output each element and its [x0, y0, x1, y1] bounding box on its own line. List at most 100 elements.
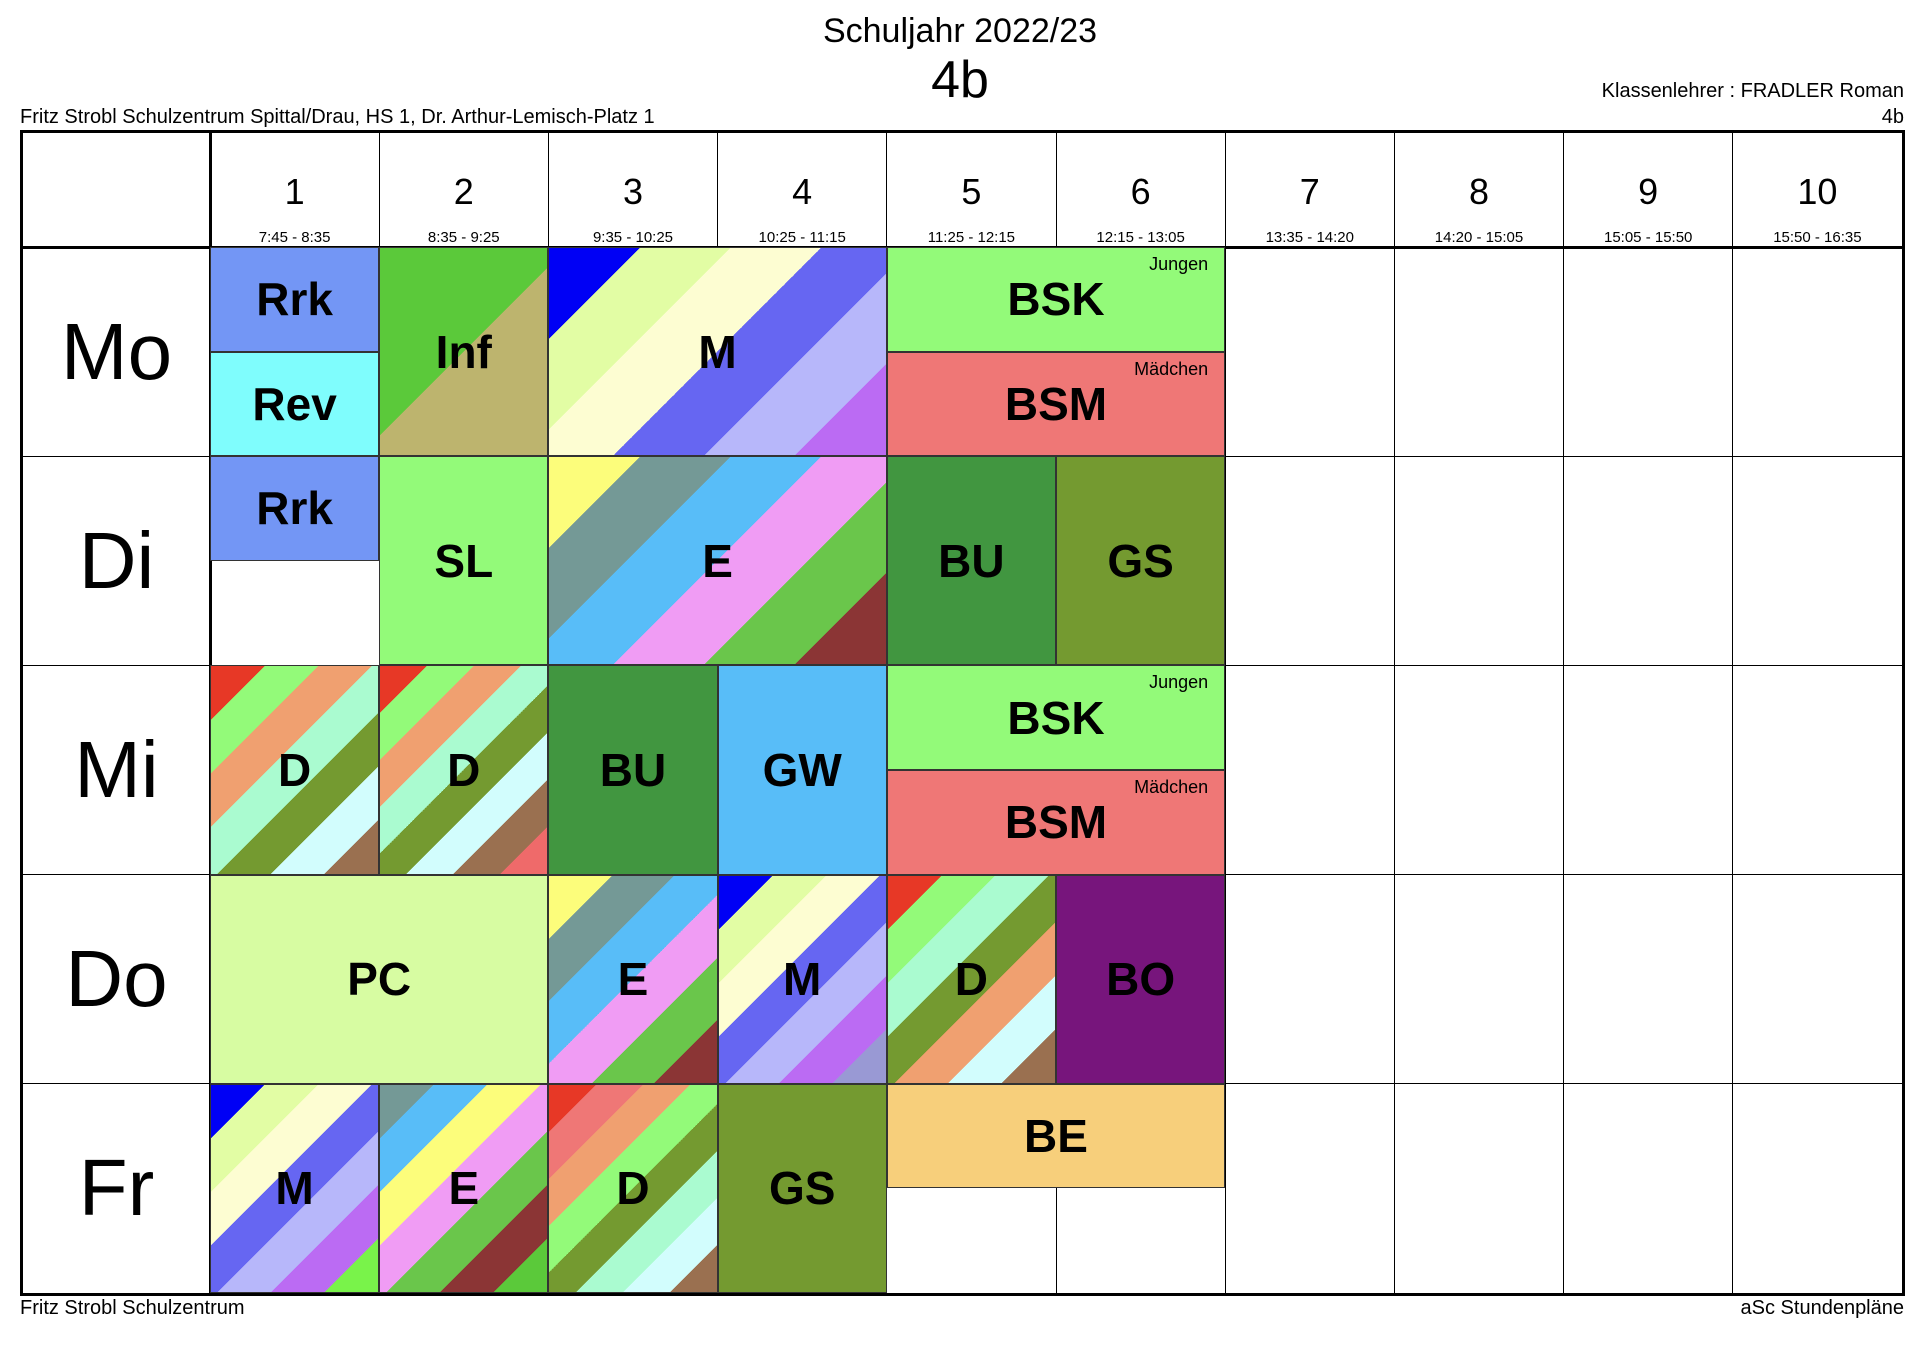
period-header: 2 8:35 - 9:25: [379, 133, 548, 247]
lesson-m[interactable]: M: [210, 1083, 380, 1293]
lesson-subject: BU: [938, 534, 1005, 587]
period-time: 12:15 - 13:05: [1096, 229, 1185, 246]
lesson-sl[interactable]: SL: [379, 456, 549, 666]
period-time: 15:05 - 15:50: [1603, 229, 1693, 246]
lesson-d[interactable]: D: [379, 665, 549, 875]
period-header: 4 10:25 - 11:15: [718, 133, 887, 247]
period-number: 6: [1130, 171, 1151, 212]
class-title: 4b: [931, 51, 989, 109]
lesson-be[interactable]: BE: [886, 1083, 1226, 1189]
period-time: 9:35 - 10:25: [592, 229, 674, 246]
class-teacher: Klassenlehrer : FRADLER Roman: [1601, 80, 1904, 102]
period-time: 14:20 - 15:05: [1434, 229, 1524, 246]
lesson-subject: M: [275, 1162, 314, 1215]
lesson-subject: BSK: [1007, 273, 1105, 326]
lesson-d[interactable]: D: [210, 665, 380, 875]
period-number: 3: [622, 171, 643, 212]
lesson-gs[interactable]: GS: [1056, 456, 1226, 666]
column-divider: [1224, 133, 1226, 1293]
lesson-bsk[interactable]: BSK Jungen: [886, 247, 1226, 352]
period-number: 4: [792, 171, 813, 212]
lesson-e[interactable]: E: [548, 874, 718, 1084]
period-number: 5: [961, 171, 982, 212]
lesson-subject: E: [617, 953, 649, 1006]
lesson-subject: D: [447, 743, 481, 796]
lesson-bsk[interactable]: BSK Jungen: [886, 665, 1226, 770]
period-time: 11:25 - 12:15: [927, 229, 1016, 246]
lesson-subject: GS: [1107, 534, 1174, 587]
lesson-d[interactable]: D: [886, 874, 1056, 1084]
period-number: 10: [1797, 171, 1838, 212]
lesson-subject: Rrk: [256, 273, 333, 326]
lesson-bo[interactable]: BO: [1056, 874, 1226, 1084]
lesson-subject: BSM: [1004, 796, 1108, 849]
day-label-mo: Mo: [60, 306, 173, 396]
lesson-subject: M: [783, 953, 822, 1006]
day-label-di: Di: [78, 515, 155, 605]
lesson-d[interactable]: D: [548, 1083, 718, 1293]
lesson-subject: GS: [768, 1162, 836, 1215]
period-number: 7: [1299, 171, 1320, 212]
lesson-subject: D: [954, 953, 988, 1006]
day-label-do: Do: [65, 934, 168, 1024]
lesson-group-tag: Mädchen: [1134, 777, 1209, 797]
lesson-group-tag: Jungen: [1149, 672, 1209, 693]
column-divider: [1563, 133, 1565, 1293]
footer-school: Fritz Strobl Schulzentrum: [20, 1297, 245, 1319]
period-time: 15:50 - 16:35: [1773, 229, 1862, 246]
lesson-subject: BU: [599, 743, 667, 796]
period-header: 10 15:50 - 16:35: [1733, 133, 1902, 247]
lesson-subject: BE: [1024, 1110, 1088, 1163]
lesson-bsm[interactable]: BSM Mädchen: [886, 770, 1226, 875]
lesson-m[interactable]: M: [717, 874, 887, 1084]
lesson-subject: Rev: [252, 377, 337, 430]
footer-software: aSc Stundenpläne: [1740, 1297, 1904, 1319]
lesson-subject: Rrk: [256, 482, 333, 535]
lesson-subject: BSM: [1004, 377, 1108, 430]
period-time: 13:35 - 14:20: [1265, 229, 1354, 246]
column-divider: [1732, 133, 1734, 1293]
lesson-subject: M: [698, 325, 737, 378]
period-number: 1: [284, 171, 305, 212]
lesson-rrk[interactable]: Rrk: [210, 247, 380, 352]
period-header: 5 11:25 - 12:15: [887, 133, 1056, 247]
period-time: 10:25 - 11:15: [758, 229, 846, 246]
period-number: 9: [1638, 171, 1659, 212]
lesson-e[interactable]: E: [548, 456, 887, 666]
lesson-pc[interactable]: PC: [210, 874, 549, 1084]
timetable-grid: 1 7:45 - 8:35 2 8:35 - 9:25 3 9:35 - 10:25 4 10…: [20, 130, 1905, 1296]
lesson-m[interactable]: M: [548, 247, 887, 457]
period-header: 1 7:45 - 8:35: [210, 133, 379, 247]
lesson-subject: SL: [434, 534, 494, 587]
lesson-bsm[interactable]: BSM Mädchen: [886, 351, 1226, 457]
lesson-e[interactable]: E: [379, 1083, 549, 1293]
period-number: 8: [1468, 171, 1489, 212]
lesson-subject: GW: [762, 743, 842, 796]
school-address: Fritz Strobl Schulzentrum Spittal/Drau, …: [20, 106, 655, 128]
lesson-rev[interactable]: Rev: [210, 351, 380, 457]
lesson-subject: BSK: [1007, 691, 1105, 744]
period-header: 8 14:20 - 15:05: [1394, 133, 1563, 247]
column-divider: [1393, 133, 1395, 1293]
lesson-bu[interactable]: BU: [886, 456, 1056, 666]
period-header: 9 15:05 - 15:50: [1564, 133, 1733, 247]
lesson-subject: E: [448, 1162, 480, 1215]
lesson-group-tag: Jungen: [1149, 254, 1209, 274]
class-code: 4b: [1881, 106, 1904, 128]
lesson-subject: D: [616, 1162, 650, 1215]
lesson-rrk[interactable]: Rrk: [210, 456, 380, 561]
period-header: 6 12:15 - 13:05: [1056, 133, 1225, 247]
school-year-title: Schuljahr 2022/23: [822, 12, 1098, 50]
lesson-subject: E: [702, 534, 733, 587]
lesson-group-tag: Mädchen: [1134, 358, 1209, 379]
lesson-gw[interactable]: GW: [717, 665, 887, 875]
period-header: 3 9:35 - 10:25: [548, 133, 717, 247]
lesson-bu[interactable]: BU: [548, 665, 718, 875]
day-label-fr: Fr: [78, 1143, 155, 1233]
lesson-subject: Inf: [435, 325, 492, 378]
lesson-subject: D: [277, 743, 312, 796]
lesson-inf[interactable]: Inf: [379, 247, 549, 457]
period-time: 7:45 - 8:35: [258, 229, 331, 246]
lesson-gs[interactable]: GS: [717, 1083, 887, 1293]
lesson-subject: BO: [1106, 953, 1176, 1006]
